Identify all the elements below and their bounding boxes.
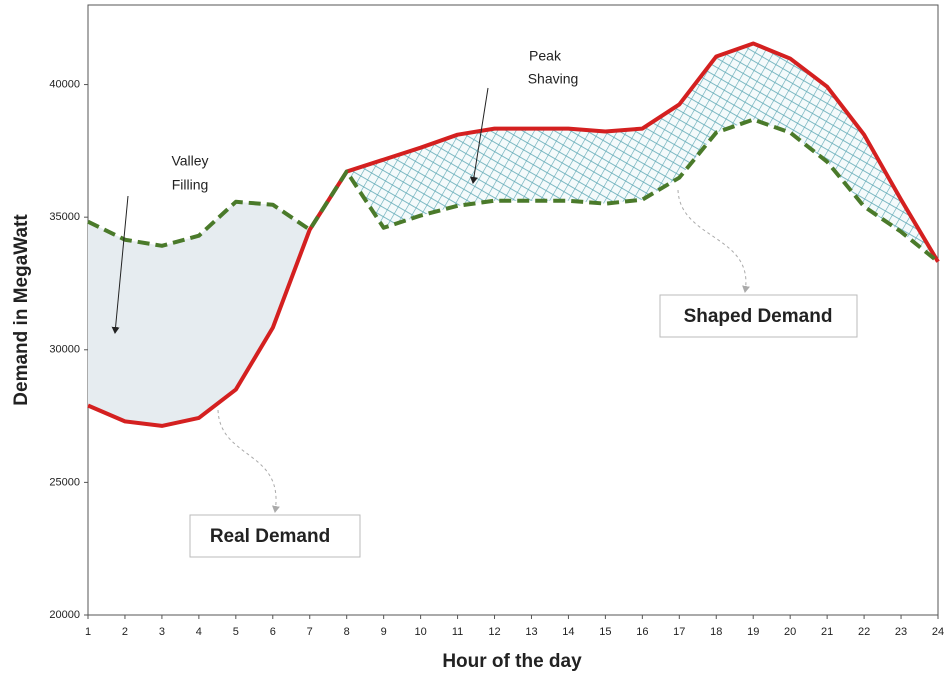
x-tick-label: 6	[270, 626, 276, 638]
y-tick-label: 20000	[49, 609, 80, 621]
legend-box	[189, 514, 361, 558]
valley-fill	[88, 201, 310, 426]
x-tick-label: 10	[414, 626, 426, 638]
y-tick-label: 35000	[49, 211, 80, 223]
x-tick-label: 7	[307, 626, 313, 638]
x-tick-label: 12	[488, 626, 500, 638]
y-tick-label: 25000	[49, 476, 80, 488]
arrow	[217, 409, 280, 513]
peak-fill	[346, 43, 938, 262]
x-tick-label: 2	[122, 626, 128, 638]
x-tick-label: 16	[636, 626, 648, 638]
x-tick-label: 22	[858, 626, 870, 638]
y-tick-label: 40000	[49, 78, 80, 90]
x-tick-label: 21	[821, 626, 833, 638]
annotation: Filling	[172, 177, 209, 193]
x-tick-label: 17	[673, 626, 685, 638]
x-tick-label: 18	[710, 626, 722, 638]
series-line	[87, 41, 940, 428]
annotation: Peak	[529, 48, 562, 64]
x-tick-label: 14	[562, 626, 574, 638]
x-tick-label: 1	[85, 626, 91, 638]
y-tick-label: 30000	[49, 344, 80, 356]
x-tick-label: 8	[344, 626, 350, 638]
x-tick-label: 4	[196, 626, 202, 638]
arrow	[111, 195, 129, 334]
series-line	[87, 117, 940, 264]
x-tick-label: 5	[233, 626, 239, 638]
x-tick-label: 13	[525, 626, 537, 638]
x-tick-label: 3	[159, 626, 165, 638]
annotation: Shaving	[528, 71, 579, 87]
legend-label: Real Demand	[210, 526, 330, 547]
y-axis-title: Demand in MegaWatt	[11, 214, 32, 406]
annotation: Valley	[171, 153, 208, 169]
x-tick-label: 24	[932, 626, 944, 638]
x-tick-label: 9	[381, 626, 387, 638]
x-tick-label: 23	[895, 626, 907, 638]
x-tick-label: 19	[747, 626, 759, 638]
x-axis-title: Hour of the day	[442, 651, 582, 672]
x-tick-label: 15	[599, 626, 611, 638]
x-tick-label: 11	[452, 626, 463, 638]
legend-label: Shaped Demand	[684, 306, 833, 327]
arrow	[469, 87, 489, 184]
x-tick-label: 20	[784, 626, 796, 638]
legend-box	[659, 294, 858, 338]
